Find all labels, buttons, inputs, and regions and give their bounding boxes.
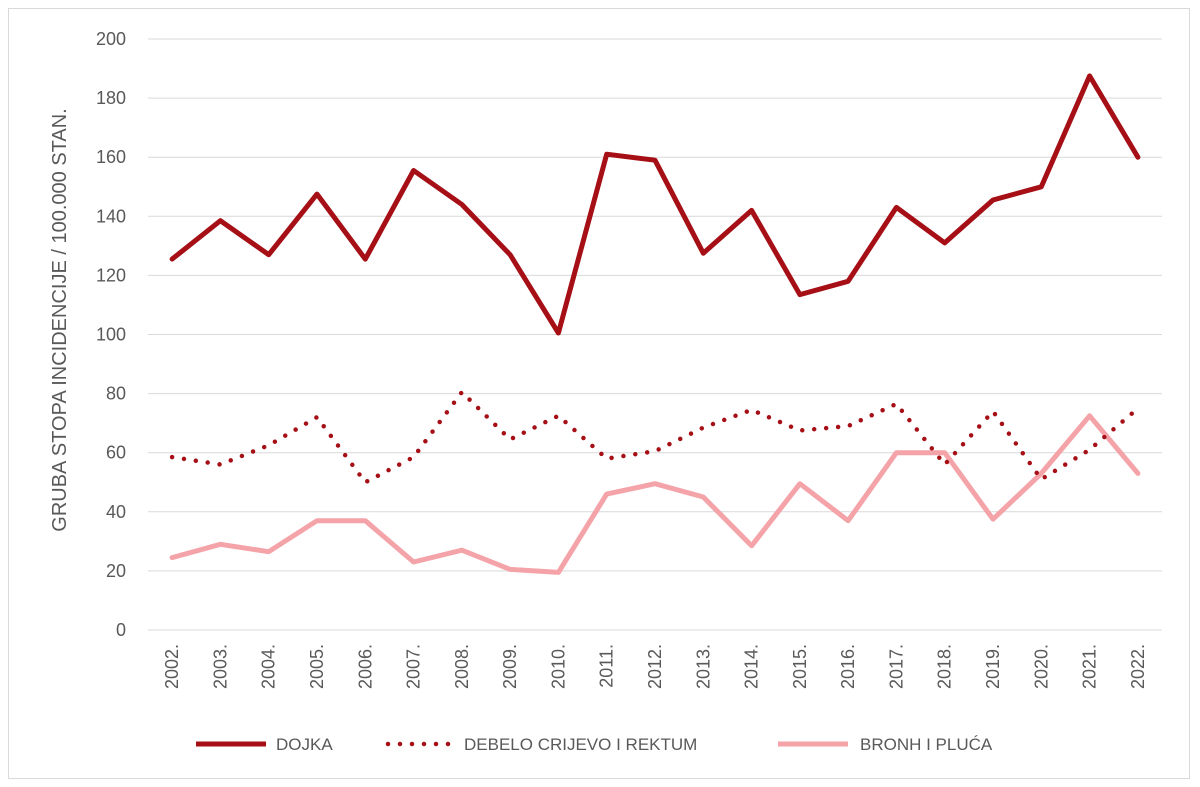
y-axis-label: GRUBA STOPA INCIDENCIJE / 100.000 STAN. bbox=[49, 108, 71, 531]
x-tick-label: 2011. bbox=[597, 644, 617, 688]
y-tick-label: 80 bbox=[106, 384, 126, 404]
y-tick-label: 0 bbox=[116, 620, 126, 640]
x-axis-ticks: 2002. 2003. 2004. 2005. 2006. 2007. 2008. 2009.… bbox=[162, 644, 1148, 689]
x-tick-label: 2016. bbox=[838, 644, 858, 689]
x-tick-label: 2022. bbox=[1128, 644, 1148, 689]
series-line-2 bbox=[169, 389, 1141, 485]
x-tick-label: 2017. bbox=[886, 644, 906, 689]
y-tick-label: 40 bbox=[106, 502, 126, 522]
series-line-1 bbox=[169, 73, 1141, 336]
x-tick-label: 2010. bbox=[548, 644, 568, 689]
x-tick-label: 2005. bbox=[307, 644, 327, 689]
series-line-3 bbox=[169, 413, 1141, 575]
x-tick-label: 2009. bbox=[500, 644, 520, 689]
legend-label-1: DOJKA bbox=[276, 735, 333, 754]
y-tick-label: 180 bbox=[96, 88, 126, 108]
x-tick-label: 2013. bbox=[693, 644, 713, 689]
x-tick-label: 2004. bbox=[259, 644, 279, 689]
x-tick-label: 2002. bbox=[162, 644, 182, 689]
x-tick-label: 2008. bbox=[452, 644, 472, 689]
y-tick-label: 200 bbox=[96, 29, 126, 49]
gridlines bbox=[148, 38, 1162, 631]
y-tick-label: 120 bbox=[96, 265, 126, 285]
y-tick-label: 100 bbox=[96, 325, 126, 345]
x-tick-label: 2015. bbox=[790, 644, 810, 689]
x-tick-label: 2021. bbox=[1080, 644, 1100, 689]
x-tick-label: 2020. bbox=[1031, 644, 1051, 689]
y-tick-label: 140 bbox=[96, 206, 126, 226]
y-tick-label: 160 bbox=[96, 147, 126, 167]
x-tick-label: 2003. bbox=[210, 644, 230, 689]
legend-label-3: BRONH I PLUĆA bbox=[860, 735, 993, 754]
x-tick-label: 2018. bbox=[935, 644, 955, 689]
x-tick-label: 2019. bbox=[983, 644, 1003, 689]
x-tick-label: 2007. bbox=[404, 644, 424, 689]
x-tick-label: 2012. bbox=[645, 644, 665, 689]
x-tick-label: 2014. bbox=[742, 644, 762, 689]
y-axis-ticks: 0 20 40 60 80 100 120 140 160 180 200 bbox=[96, 29, 126, 640]
y-tick-label: 60 bbox=[106, 443, 126, 463]
legend: DOJKA DEBELO CRIJEVO I REKTUM BRONH I PLUĆ… bbox=[196, 735, 993, 754]
y-tick-label: 20 bbox=[106, 561, 126, 581]
x-tick-label: 2006. bbox=[355, 644, 375, 689]
legend-label-2: DEBELO CRIJEVO I REKTUM bbox=[464, 735, 697, 754]
series-lines bbox=[169, 73, 1141, 575]
